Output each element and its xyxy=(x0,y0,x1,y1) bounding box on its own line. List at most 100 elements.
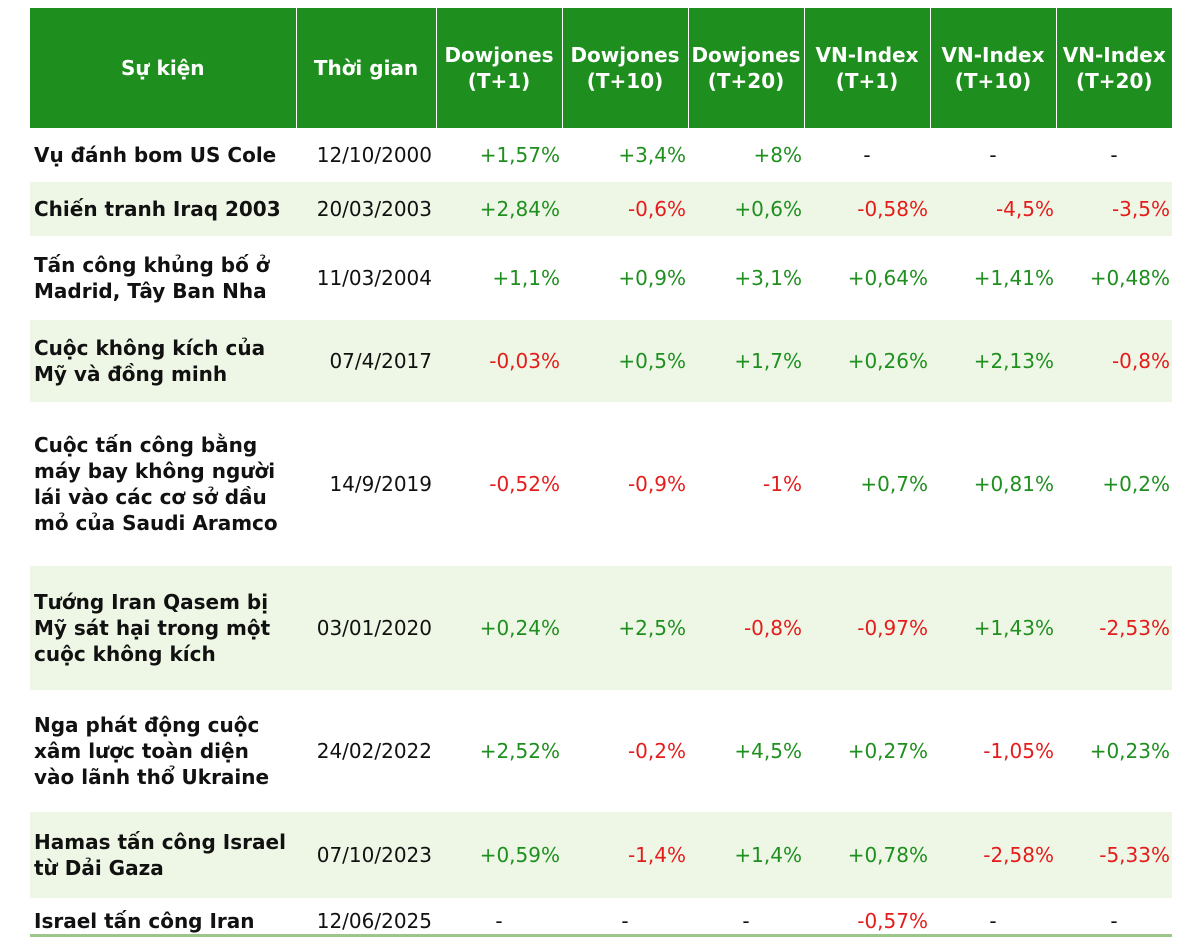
change-value: -0,52% xyxy=(489,472,560,496)
change-value: -1,05% xyxy=(983,739,1054,763)
change-value: -1,4% xyxy=(562,812,688,898)
change-value: -0,97% xyxy=(804,566,930,690)
table-row: Tấn công khủng bố ở Madrid, Tây Ban Nha 1… xyxy=(30,236,1172,320)
header-vn-t10: VN-Index (T+10) xyxy=(930,8,1057,128)
table-body: Vụ đánh bom US Cole 12/10/2000 +1,57% +3,4%… xyxy=(30,128,1172,944)
event-impact-table: Sự kiện Thời gian Dowjones (T+1) Dowjones… xyxy=(30,8,1172,944)
header-vn-t20-label: VN-Index (T+20) xyxy=(1062,43,1166,93)
change-value: +0,27% xyxy=(847,739,928,763)
change-value: -0,03% xyxy=(436,320,562,402)
event-name: Nga phát động cuộc xâm lược toàn diện và… xyxy=(34,713,270,789)
header-date: Thời gian xyxy=(296,8,437,128)
change-value: +0,7% xyxy=(860,472,928,496)
change-value: -2,58% xyxy=(930,812,1056,898)
change-value: +0,59% xyxy=(436,812,562,898)
change-value: +1,4% xyxy=(688,812,804,898)
change-value: +2,13% xyxy=(930,320,1056,402)
change-value: -0,9% xyxy=(627,472,686,496)
change-value: +1,1% xyxy=(492,266,560,290)
event-name: Hamas tấn công Israel từ Dải Gaza xyxy=(30,812,296,898)
change-value: +0,64% xyxy=(847,266,928,290)
event-date: 07/10/2023 xyxy=(296,812,436,898)
change-value: +3,4% xyxy=(618,143,686,167)
event-name: Cuộc tấn công bằng máy bay không người l… xyxy=(34,433,278,535)
event-date: 07/4/2017 xyxy=(296,320,436,402)
change-value: +0,81% xyxy=(973,472,1054,496)
change-value: +0,5% xyxy=(562,320,688,402)
change-value: +0,78% xyxy=(804,812,930,898)
change-value: -5,33% xyxy=(1056,812,1172,898)
table-row: Hamas tấn công Israel từ Dải Gaza 07/10/2… xyxy=(30,812,1172,898)
header-event: Sự kiện xyxy=(30,8,297,128)
table-header-row: Sự kiện Thời gian Dowjones (T+1) Dowjones… xyxy=(30,8,1172,128)
change-value: -3,5% xyxy=(1056,182,1172,236)
header-vn-t1: VN-Index (T+1) xyxy=(804,8,931,128)
change-value: - xyxy=(621,909,629,933)
change-value: +2,84% xyxy=(436,182,562,236)
header-dow-t20-label: Dowjones (T+20) xyxy=(691,43,801,93)
event-name: Tướng Iran Qasem bị Mỹ sát hại trong một… xyxy=(30,566,296,690)
change-value: +3,1% xyxy=(734,266,802,290)
header-event-label: Sự kiện xyxy=(120,56,205,80)
change-value: -0,8% xyxy=(1056,320,1172,402)
change-value: - xyxy=(989,909,997,933)
event-name: Vụ đánh bom US Cole xyxy=(34,143,277,167)
change-value: - xyxy=(742,909,750,933)
change-value: - xyxy=(863,143,871,167)
event-name: Israel tấn công Iran xyxy=(34,909,255,933)
change-value: -1% xyxy=(763,472,802,496)
table-bottom-border xyxy=(30,934,1172,937)
table-row: Nga phát động cuộc xâm lược toàn diện và… xyxy=(30,690,1172,812)
header-date-label: Thời gian xyxy=(313,56,419,80)
change-value: +1,43% xyxy=(930,566,1056,690)
table-row: Tướng Iran Qasem bị Mỹ sát hại trong một… xyxy=(30,566,1172,690)
table-row: Israel tấn công Iran 12/06/2025 - - - -0,57% -… xyxy=(30,898,1172,944)
change-value: -0,57% xyxy=(857,909,928,933)
table-row: Cuộc tấn công bằng máy bay không người l… xyxy=(30,402,1172,566)
change-value: +2,52% xyxy=(479,739,560,763)
event-name: Cuộc không kích của Mỹ và đồng minh xyxy=(30,320,296,402)
change-value: - xyxy=(495,909,503,933)
change-value: +0,2% xyxy=(1102,472,1170,496)
change-value: -0,6% xyxy=(562,182,688,236)
change-value: +0,24% xyxy=(436,566,562,690)
change-value: -0,8% xyxy=(688,566,804,690)
event-name: Chiến tranh Iraq 2003 xyxy=(30,182,296,236)
event-date: 14/9/2019 xyxy=(329,472,432,496)
change-value: +4,5% xyxy=(734,739,802,763)
change-value: +0,48% xyxy=(1089,266,1170,290)
change-value: +1,7% xyxy=(688,320,804,402)
event-date: 24/02/2022 xyxy=(316,739,432,763)
table-row: Vụ đánh bom US Cole 12/10/2000 +1,57% +3,4%… xyxy=(30,128,1172,182)
change-value: +2,5% xyxy=(562,566,688,690)
change-value: -4,5% xyxy=(930,182,1056,236)
header-dow-t1: Dowjones (T+1) xyxy=(436,8,563,128)
event-date: 12/06/2025 xyxy=(316,909,432,933)
change-value: +0,6% xyxy=(688,182,804,236)
event-name: Tấn công khủng bố ở Madrid, Tây Ban Nha xyxy=(34,253,270,303)
header-vn-t20: VN-Index (T+20) xyxy=(1056,8,1172,128)
change-value: +0,23% xyxy=(1089,739,1170,763)
event-date: 03/01/2020 xyxy=(296,566,436,690)
table-row: Chiến tranh Iraq 2003 20/03/2003 +2,84% -0,… xyxy=(30,182,1172,236)
change-value: +0,26% xyxy=(804,320,930,402)
change-value: -0,58% xyxy=(804,182,930,236)
header-vn-t1-label: VN-Index (T+1) xyxy=(815,43,919,93)
change-value: -2,53% xyxy=(1056,566,1172,690)
change-value: - xyxy=(1110,143,1118,167)
change-value: +8% xyxy=(753,143,803,167)
change-value: +1,41% xyxy=(973,266,1054,290)
table-row: Cuộc không kích của Mỹ và đồng minh 07/4/… xyxy=(30,320,1172,402)
event-date: 12/10/2000 xyxy=(316,143,432,167)
event-date: 11/03/2004 xyxy=(316,266,432,290)
header-dow-t1-label: Dowjones (T+1) xyxy=(444,43,554,93)
header-dow-t10: Dowjones (T+10) xyxy=(562,8,689,128)
header-dow-t10-label: Dowjones (T+10) xyxy=(570,43,680,93)
change-value: -0,2% xyxy=(627,739,686,763)
event-date: 20/03/2003 xyxy=(296,182,436,236)
change-value: +1,57% xyxy=(479,143,560,167)
change-value: - xyxy=(989,143,997,167)
header-vn-t10-label: VN-Index (T+10) xyxy=(941,43,1045,93)
change-value: +0,9% xyxy=(618,266,686,290)
change-value: - xyxy=(1110,909,1118,933)
